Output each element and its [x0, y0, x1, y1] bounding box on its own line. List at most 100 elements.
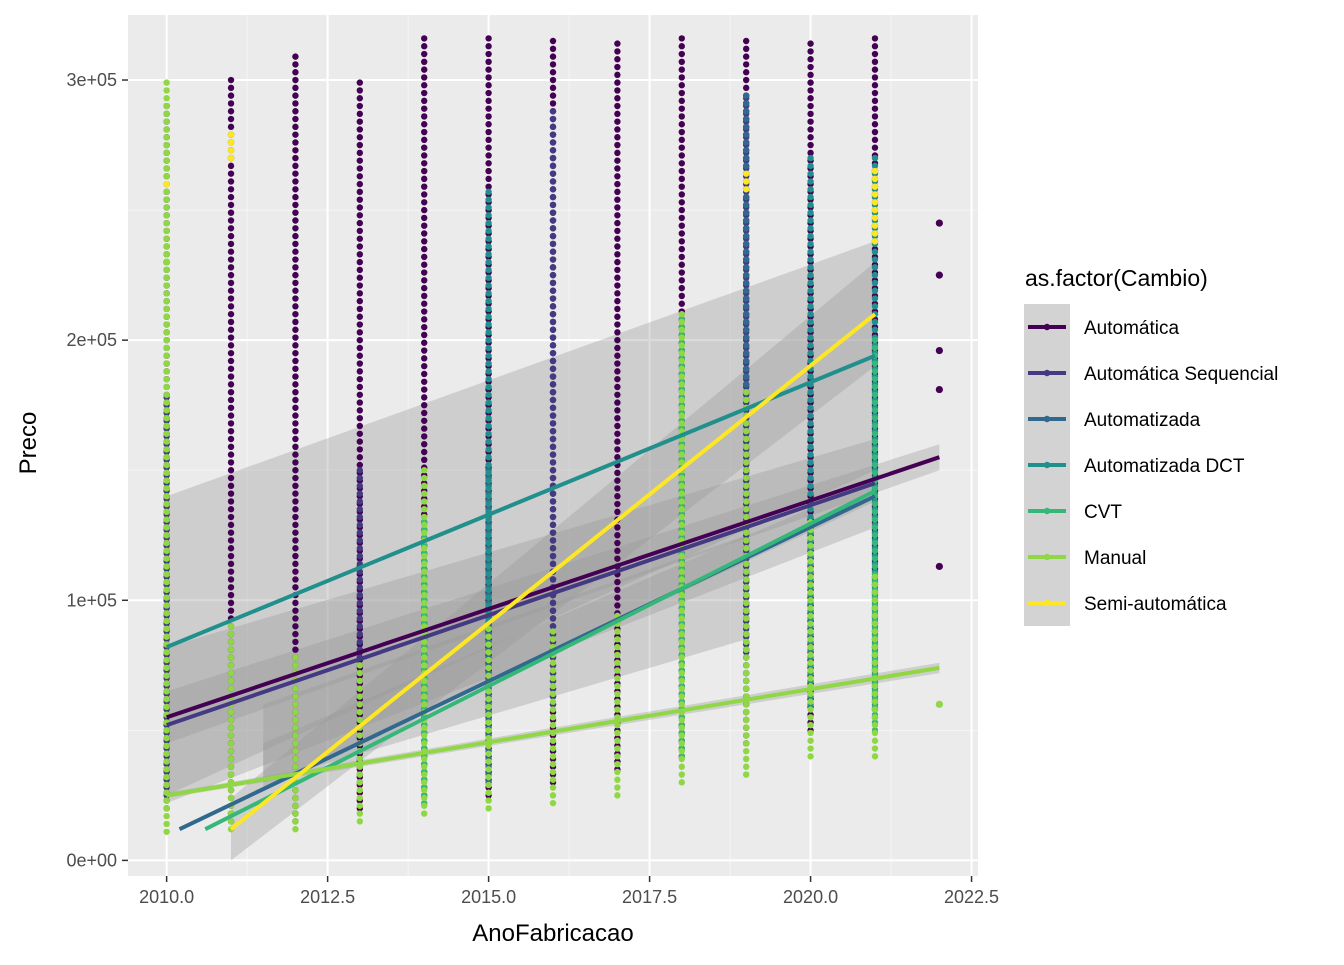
data-point	[421, 292, 428, 300]
data-point	[485, 532, 492, 539]
data-point	[356, 638, 364, 646]
data-point	[421, 802, 428, 809]
data-point	[356, 454, 364, 461]
data-point	[163, 290, 170, 297]
data-point	[614, 636, 621, 643]
data-point	[292, 693, 299, 700]
data-point	[421, 740, 428, 747]
data-point	[614, 157, 621, 164]
data-point	[807, 435, 814, 443]
data-point	[549, 404, 557, 411]
data-point	[807, 474, 814, 482]
data-point	[421, 810, 428, 817]
data-point	[807, 451, 814, 458]
data-point	[163, 383, 170, 391]
data-point	[549, 412, 557, 419]
data-point	[356, 149, 364, 157]
data-point	[292, 412, 299, 419]
data-point	[742, 623, 750, 630]
data-point	[421, 467, 428, 474]
data-point	[227, 560, 235, 568]
data-point	[421, 269, 428, 276]
data-point	[742, 162, 750, 170]
data-point	[421, 339, 428, 346]
data-point	[356, 360, 364, 367]
data-point	[549, 474, 557, 482]
data-point	[742, 295, 750, 302]
data-point	[421, 506, 428, 513]
data-point	[421, 498, 428, 505]
data-point	[356, 352, 364, 359]
data-point	[356, 446, 364, 453]
data-point	[292, 521, 299, 529]
data-point	[356, 282, 364, 289]
data-point	[421, 362, 428, 370]
data-point	[614, 149, 621, 157]
data-point	[678, 701, 685, 708]
data-point	[292, 802, 299, 809]
data-point	[421, 732, 428, 739]
data-point	[614, 352, 621, 359]
data-point	[807, 162, 814, 170]
data-point	[163, 422, 170, 430]
data-point	[356, 102, 364, 110]
data-point	[742, 115, 750, 123]
data-point	[549, 498, 557, 505]
data-point	[163, 118, 170, 125]
data-point	[292, 732, 299, 739]
data-point	[871, 50, 879, 58]
data-point	[549, 427, 557, 435]
y-tick-label: 2e+05	[66, 330, 117, 350]
data-point	[356, 368, 364, 375]
data-point	[227, 396, 235, 404]
data-point	[163, 375, 170, 383]
data-point	[421, 370, 428, 378]
data-point	[485, 121, 492, 128]
data-point	[227, 388, 235, 396]
data-point	[163, 352, 170, 359]
data-point	[742, 37, 750, 45]
data-point	[871, 547, 879, 555]
data-point	[549, 615, 557, 622]
data-point	[421, 245, 428, 253]
data-point	[292, 474, 299, 482]
data-point	[227, 467, 235, 474]
data-point	[742, 357, 750, 365]
data-point	[614, 776, 621, 783]
data-point	[485, 446, 492, 453]
data-point	[421, 433, 428, 440]
data-point	[163, 204, 170, 211]
data-point	[485, 430, 492, 437]
data-point	[678, 404, 685, 411]
data-point	[163, 485, 170, 492]
data-point	[742, 537, 750, 544]
data-point	[292, 599, 299, 607]
data-point	[485, 35, 492, 42]
data-point	[485, 58, 492, 66]
data-point	[614, 555, 621, 562]
data-point	[871, 737, 879, 744]
data-point	[871, 438, 879, 445]
data-point	[356, 662, 364, 669]
data-point	[678, 199, 685, 206]
data-point	[549, 84, 557, 92]
data-point	[485, 758, 492, 765]
data-point	[678, 284, 685, 292]
data-point	[549, 357, 557, 365]
legend-label: Automatizada DCT	[1084, 456, 1245, 477]
data-point	[549, 636, 557, 643]
data-point	[227, 162, 235, 170]
data-point	[227, 459, 235, 466]
data-point	[871, 271, 879, 279]
data-point	[356, 576, 364, 583]
data-point	[614, 784, 621, 791]
data-point	[421, 386, 428, 393]
data-point	[742, 420, 750, 427]
data-point	[807, 753, 814, 760]
data-point	[678, 420, 685, 427]
data-point	[807, 295, 814, 302]
data-point	[292, 607, 299, 614]
data-point	[421, 43, 428, 50]
data-point	[549, 451, 557, 458]
data-point	[421, 323, 428, 331]
